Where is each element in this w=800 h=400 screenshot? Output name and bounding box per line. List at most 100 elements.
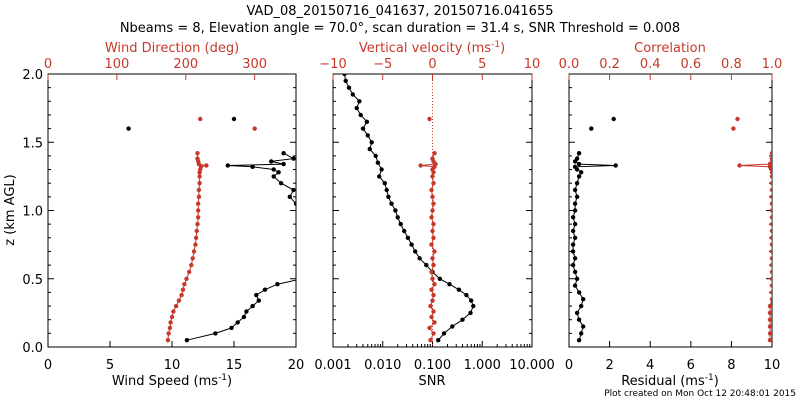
data-point-correlation	[769, 228, 772, 234]
data-point-wind-speed	[229, 325, 234, 331]
data-point-correlation	[769, 276, 772, 281]
data-point-wind-speed	[327, 236, 331, 240]
data-point-vertical-velocity	[432, 282, 437, 287]
data-point-snr	[342, 74, 347, 77]
data-point-correlation	[767, 338, 772, 343]
data-point-wind-direction	[168, 320, 173, 325]
data-point-vertical-velocity	[432, 320, 437, 325]
data-point-wind-direction	[180, 287, 186, 292]
panel-corr: Correlation Residual (ms-1) 0 2 4 6 8 10 0.0 0.…	[559, 41, 783, 389]
bottom-tick-label: 1.000	[464, 358, 501, 373]
data-point-vertical-velocity	[432, 151, 437, 156]
series-line-correlation	[739, 153, 772, 341]
top-tick-label: 0.4	[640, 57, 661, 72]
top-tick-label: 0	[428, 57, 436, 72]
top-axis-label-main: Vertical velocity (ms	[359, 41, 491, 56]
data-point-wind-speed	[254, 292, 259, 298]
data-point-residual	[570, 215, 576, 220]
data-point-wind-direction	[189, 262, 194, 268]
data-point-wind-speed	[276, 170, 281, 175]
top-axis-label-sup: -1	[491, 40, 500, 50]
data-point-snr	[377, 174, 382, 179]
data-point-residual	[579, 303, 584, 309]
data-point-wind-speed	[325, 256, 329, 260]
series-line-residual	[572, 153, 616, 341]
data-point-wind-direction	[196, 194, 202, 199]
data-point-vertical-velocity	[431, 292, 436, 298]
data-point-snr	[346, 85, 352, 90]
panel-vvel: Vertical velocity (ms-1) SNR 0.001 0.010 0…	[314, 40, 554, 389]
plot-frame	[47, 73, 297, 348]
data-point-wind-direction	[194, 228, 199, 234]
y-tick-label: 0.5	[22, 273, 43, 288]
top-tick-label: 10	[524, 57, 541, 72]
top-tick-label: 0.6	[680, 57, 701, 72]
data-point-residual	[572, 164, 578, 169]
data-point-snr	[464, 292, 469, 298]
data-point-snr	[447, 282, 452, 287]
data-point-vertical-velocity	[431, 262, 436, 268]
bottom-tick-label: 0.100	[414, 358, 451, 373]
data-point-residual	[576, 290, 582, 295]
data-point-correlation	[769, 249, 772, 254]
data-point-snr	[384, 187, 389, 193]
data-point-residual	[574, 276, 580, 281]
data-point-snr	[413, 249, 418, 254]
data-point-vertical-velocity	[431, 235, 436, 240]
data-point-wind-speed	[271, 174, 276, 179]
data-point-snr	[382, 181, 387, 186]
top-tick-label: 100	[104, 57, 129, 72]
data-point-wind-speed	[291, 187, 296, 193]
y-tick-label: 1.5	[22, 136, 43, 151]
data-point-wind-speed	[250, 164, 255, 169]
bottom-tick-label: 8	[727, 358, 735, 373]
data-point-vertical-velocity	[430, 194, 435, 199]
data-point-wind-speed	[275, 282, 280, 287]
data-point-snr	[437, 276, 442, 281]
data-point-vertical-velocity	[418, 163, 423, 168]
bottom-tick-label: 0	[44, 358, 52, 373]
data-point-residual	[574, 181, 580, 186]
data-point-correlation	[737, 163, 742, 168]
data-point-wind-speed	[250, 303, 255, 309]
bottom-axis-label-sup: -1	[705, 373, 714, 383]
data-point-wind-direction	[166, 331, 171, 336]
data-point-wind-speed	[278, 181, 284, 186]
data-point-correlation	[769, 194, 772, 199]
data-point-wind-speed	[329, 249, 333, 253]
plot-frame	[568, 73, 773, 348]
data-point-vertical-velocity	[430, 208, 435, 213]
data-point-wind-speed	[312, 270, 316, 274]
bottom-axis-label: SNR	[418, 374, 445, 389]
data-point-snr	[358, 112, 363, 118]
plot-area	[126, 116, 333, 343]
top-tick-label: 0.8	[721, 57, 742, 72]
data-point-wind-speed	[291, 156, 296, 161]
data-point-snr	[398, 221, 403, 227]
data-point-correlation	[769, 297, 772, 302]
bottom-tick-label: 6	[687, 358, 695, 373]
data-point-vertical-velocity	[431, 221, 436, 227]
data-point-residual	[572, 235, 578, 240]
data-point-wind-speed	[184, 338, 190, 343]
data-point-snr	[343, 78, 348, 84]
data-point-residual	[574, 194, 580, 199]
data-point-residual	[576, 338, 582, 343]
data-point-snr	[402, 228, 407, 234]
data-point-residual	[579, 170, 584, 175]
data-point-wind-direction	[171, 309, 176, 314]
data-point-snr	[456, 287, 462, 292]
data-point-wind-direction	[195, 156, 200, 161]
top-axis-label-end: )	[500, 41, 505, 56]
data-point-residual	[572, 221, 578, 227]
data-point-correlation	[769, 201, 772, 206]
data-point-wind-speed	[225, 163, 230, 168]
top-tick-label: −10	[319, 57, 346, 72]
data-point-wind-direction	[176, 298, 182, 303]
top-tick-label: −5	[373, 57, 392, 72]
data-point-residual	[576, 161, 582, 167]
data-point-wind-direction	[167, 325, 173, 331]
data-point-wind-direction	[165, 338, 171, 343]
data-point-vertical-velocity	[430, 156, 435, 161]
chart-title-line1: VAD_08_20150716_041637, 20150716.041655	[247, 4, 554, 19]
